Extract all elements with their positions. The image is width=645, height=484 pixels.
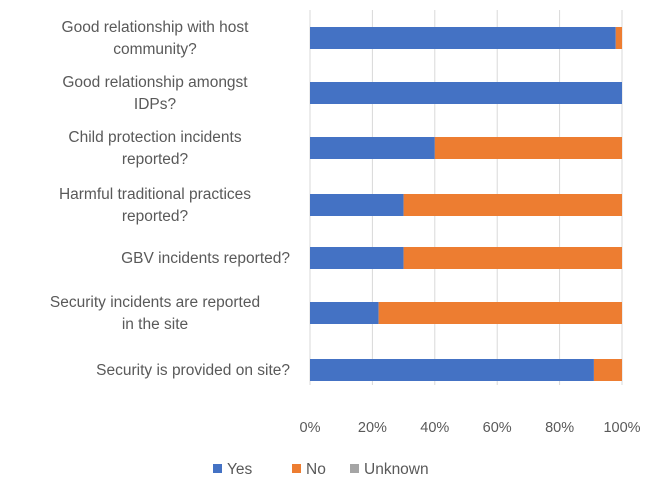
category-label: Harmful traditional practices reported? xyxy=(59,186,251,225)
bar-yes xyxy=(310,359,594,381)
bar-no xyxy=(434,137,622,159)
bar-yes xyxy=(310,137,435,159)
bar-yes xyxy=(310,27,616,49)
x-tick-label: 40% xyxy=(420,420,449,436)
category-label: Good relationship amongst IDPs? xyxy=(62,74,248,113)
legend-swatch-yes xyxy=(213,464,222,473)
legend-label-unknown: Unknown xyxy=(364,461,429,478)
category-label: Security is provided on site? xyxy=(96,362,290,379)
legend-label-no: No xyxy=(306,461,326,478)
bar-no xyxy=(403,194,622,216)
x-tick-label: 0% xyxy=(300,420,321,436)
bar-no xyxy=(615,27,622,49)
legend-swatch-no xyxy=(292,464,301,473)
bar-no xyxy=(378,302,622,324)
bar-yes xyxy=(310,82,622,104)
bar-yes xyxy=(310,194,404,216)
bar-no xyxy=(593,359,622,381)
bar-no xyxy=(403,247,622,269)
legend-label-yes: Yes xyxy=(227,461,253,478)
category-label: GBV incidents reported? xyxy=(121,250,290,267)
category-label: Security incidents are reported in the si… xyxy=(50,294,260,333)
x-tick-label: 60% xyxy=(483,420,512,436)
legend-swatch-unknown xyxy=(350,464,359,473)
x-tick-label: 100% xyxy=(603,420,640,436)
x-tick-label: 20% xyxy=(358,420,387,436)
bar-yes xyxy=(310,302,379,324)
category-label: Child protection incidents reported? xyxy=(68,129,241,168)
bar-yes xyxy=(310,247,404,269)
x-tick-label: 80% xyxy=(545,420,574,436)
category-label: Good relationship with host community? xyxy=(62,19,250,58)
